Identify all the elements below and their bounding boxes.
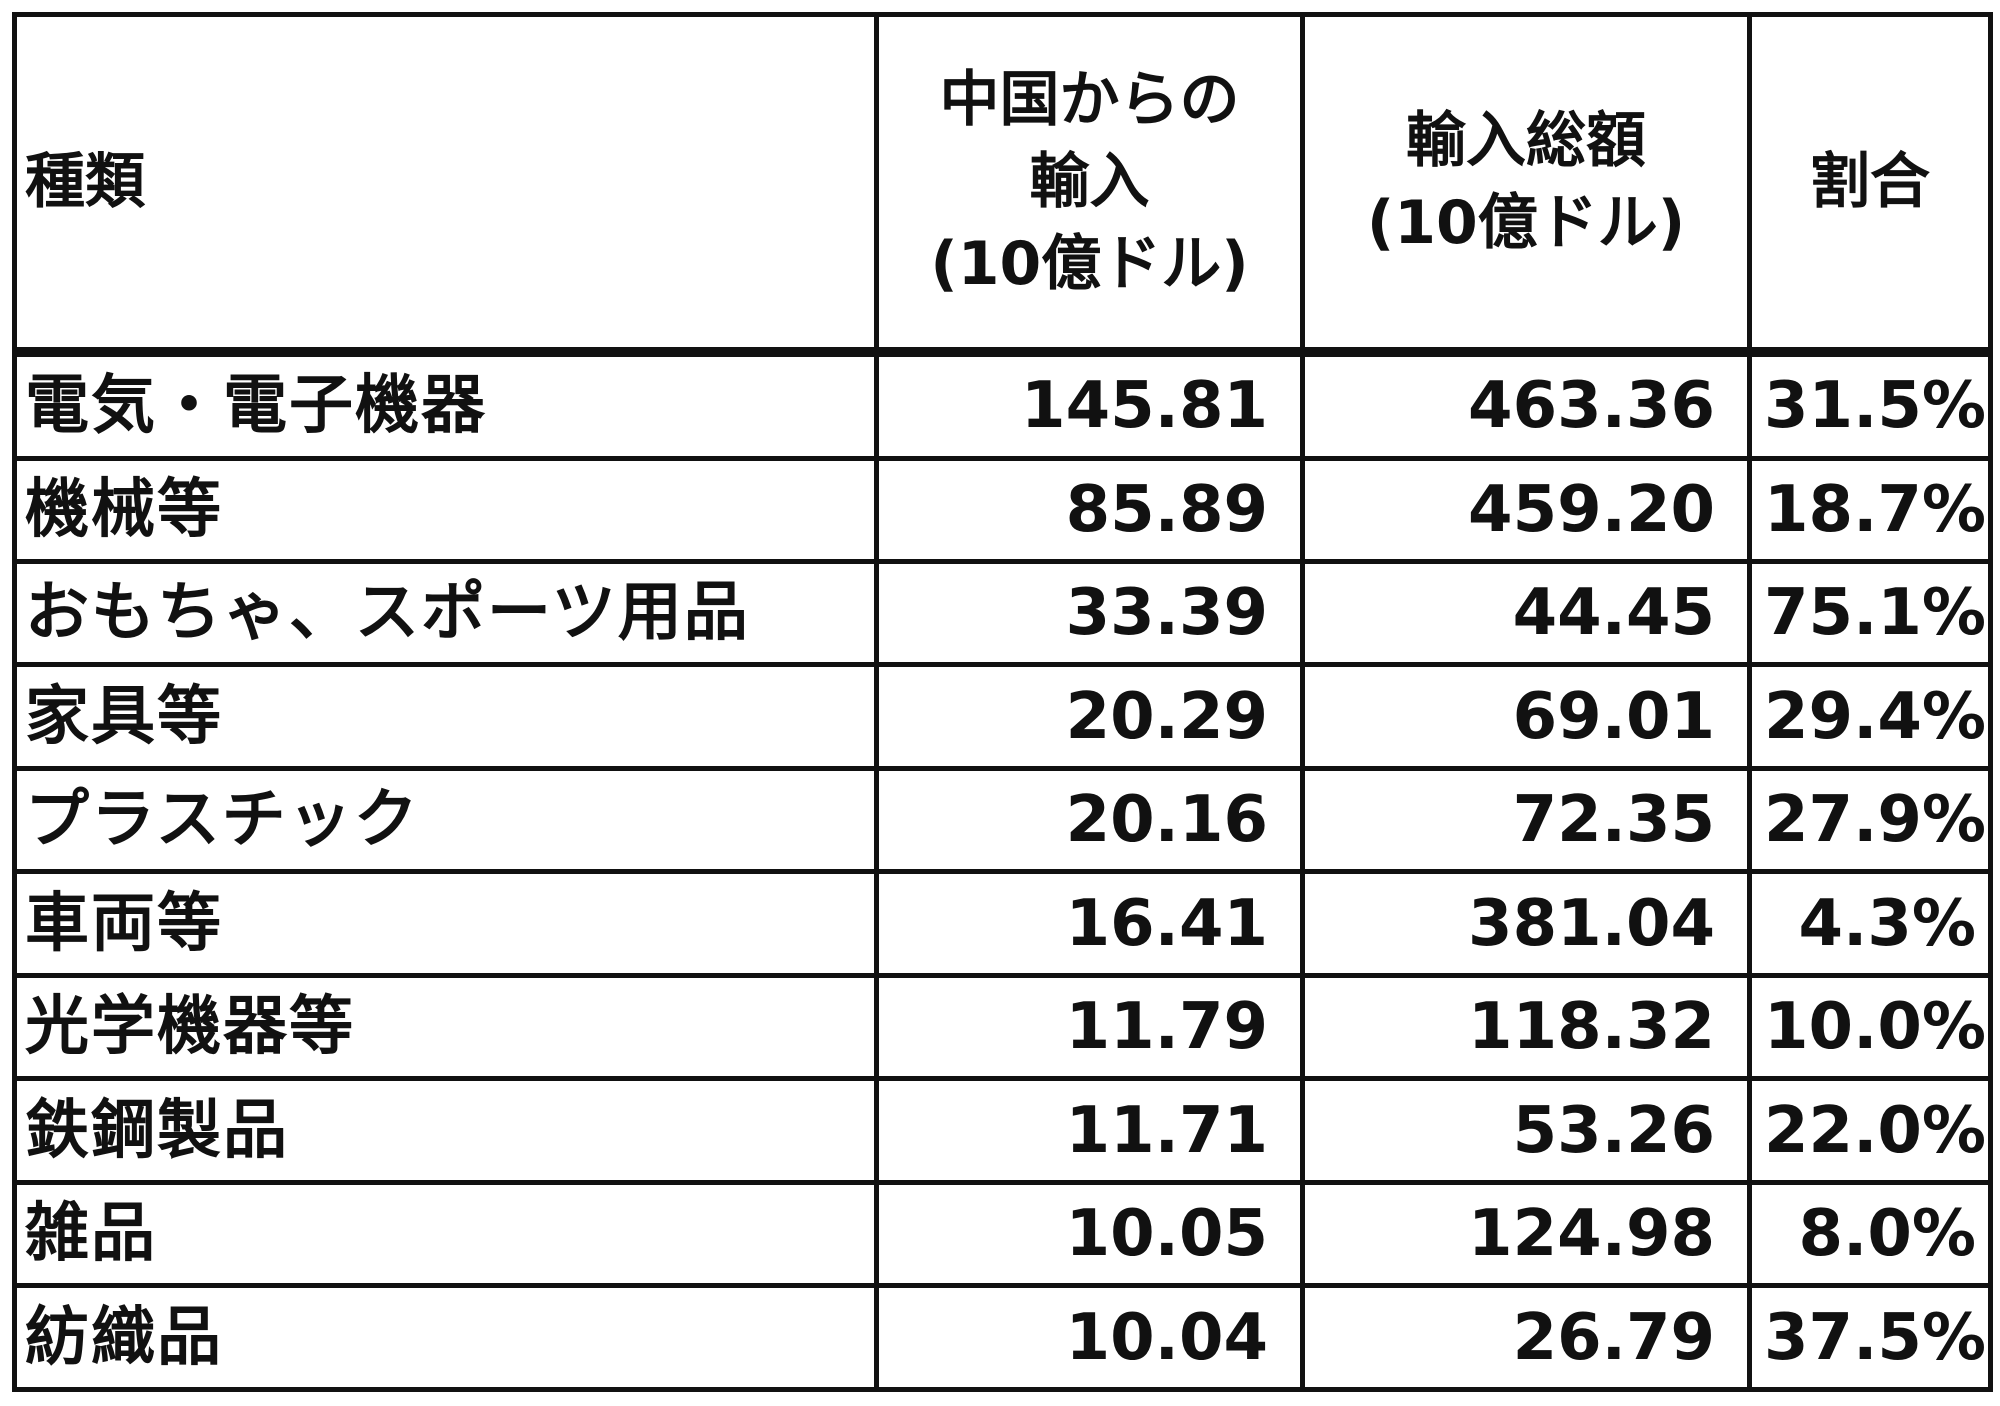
cell-china-imports: 11.79 <box>874 972 1305 1082</box>
cell-china-imports: 16.41 <box>874 869 1305 978</box>
cell-china-imports: 33.39 <box>874 558 1305 668</box>
cell-total-imports: 459.20 <box>1300 455 1752 564</box>
cell-type: 電気・電子機器 <box>12 349 879 461</box>
cell-type: 鉄鋼製品 <box>12 1076 879 1185</box>
table-row: 電気・電子機器 145.81 463.36 31.5% <box>12 349 1993 461</box>
cell-total-imports: 26.79 <box>1300 1283 1752 1392</box>
table-row: 雑品 10.05 124.98 8.0% <box>12 1179 1993 1289</box>
cell-share: 22.0% <box>1747 1076 1993 1185</box>
header-share: 割合 <box>1747 12 1993 355</box>
header-china-imports-line-1: 中国からの <box>939 65 1240 135</box>
header-china-imports-line-2: 輸入 <box>1029 147 1150 217</box>
cell-china-imports: 10.04 <box>874 1283 1305 1392</box>
cell-total-imports: 44.45 <box>1300 558 1752 668</box>
cell-china-imports: 20.16 <box>874 765 1305 875</box>
cell-china-imports: 145.81 <box>874 349 1305 461</box>
table-row: 光学機器等 11.79 118.32 10.0% <box>12 972 1993 1082</box>
table-row: 家具等 20.29 69.01 29.4% <box>12 662 1993 771</box>
cell-type: 機械等 <box>12 455 879 564</box>
table-row: 鉄鋼製品 11.71 53.26 22.0% <box>12 1076 1993 1185</box>
cell-china-imports: 11.71 <box>874 1076 1305 1185</box>
cell-china-imports: 85.89 <box>874 455 1305 564</box>
cell-share: 29.4% <box>1747 662 1993 771</box>
cell-share: 4.3% <box>1747 869 1993 978</box>
header-total-imports-line-1: 輸入総額 <box>1406 106 1646 176</box>
cell-type: 家具等 <box>12 662 879 771</box>
cell-type: プラスチック <box>12 765 879 875</box>
cell-share: 18.7% <box>1747 455 1993 564</box>
cell-china-imports: 10.05 <box>874 1179 1305 1289</box>
cell-total-imports: 69.01 <box>1300 662 1752 771</box>
table-header: 種類 中国からの 輸入 (10億ドル) 輸入総額 (10億ドル) 割合 <box>12 12 1993 355</box>
cell-type: おもちゃ、スポーツ用品 <box>12 558 879 668</box>
cell-total-imports: 118.32 <box>1300 972 1752 1082</box>
cell-total-imports: 53.26 <box>1300 1076 1752 1185</box>
cell-total-imports: 124.98 <box>1300 1179 1752 1289</box>
cell-share: 31.5% <box>1747 349 1993 461</box>
cell-type: 車両等 <box>12 869 879 978</box>
import-table-page: 種類 中国からの 輸入 (10億ドル) 輸入総額 (10億ドル) 割合 電気・電… <box>12 12 1993 1392</box>
cell-type: 光学機器等 <box>12 972 879 1082</box>
table-row: おもちゃ、スポーツ用品 33.39 44.45 75.1% <box>12 558 1993 668</box>
cell-type: 紡織品 <box>12 1283 879 1392</box>
table-row: 車両等 16.41 381.04 4.3% <box>12 869 1993 978</box>
header-type: 種類 <box>12 12 879 355</box>
cell-total-imports: 381.04 <box>1300 869 1752 978</box>
table-row: 機械等 85.89 459.20 18.7% <box>12 455 1993 564</box>
header-china-imports-line-3: (10億ドル) <box>930 229 1249 299</box>
cell-share: 10.0% <box>1747 972 1993 1082</box>
header-row: 種類 中国からの 輸入 (10億ドル) 輸入総額 (10億ドル) 割合 <box>12 12 1993 355</box>
cell-china-imports: 20.29 <box>874 662 1305 771</box>
cell-total-imports: 463.36 <box>1300 349 1752 461</box>
cell-share: 27.9% <box>1747 765 1993 875</box>
table-row: プラスチック 20.16 72.35 27.9% <box>12 765 1993 875</box>
china-import-table: 種類 中国からの 輸入 (10億ドル) 輸入総額 (10億ドル) 割合 電気・電… <box>12 12 1993 1392</box>
cell-share: 8.0% <box>1747 1179 1993 1289</box>
cell-share: 75.1% <box>1747 558 1993 668</box>
header-total-imports-line-2: (10億ドル) <box>1366 188 1686 258</box>
cell-total-imports: 72.35 <box>1300 765 1752 875</box>
cell-share: 37.5% <box>1747 1283 1993 1392</box>
cell-type: 雑品 <box>12 1179 879 1289</box>
table-row: 紡織品 10.04 26.79 37.5% <box>12 1283 1993 1392</box>
header-total-imports: 輸入総額 (10億ドル) <box>1300 12 1752 355</box>
header-china-imports: 中国からの 輸入 (10億ドル) <box>874 12 1305 355</box>
table-body: 電気・電子機器 145.81 463.36 31.5% 機械等 85.89 45… <box>12 349 1993 1392</box>
